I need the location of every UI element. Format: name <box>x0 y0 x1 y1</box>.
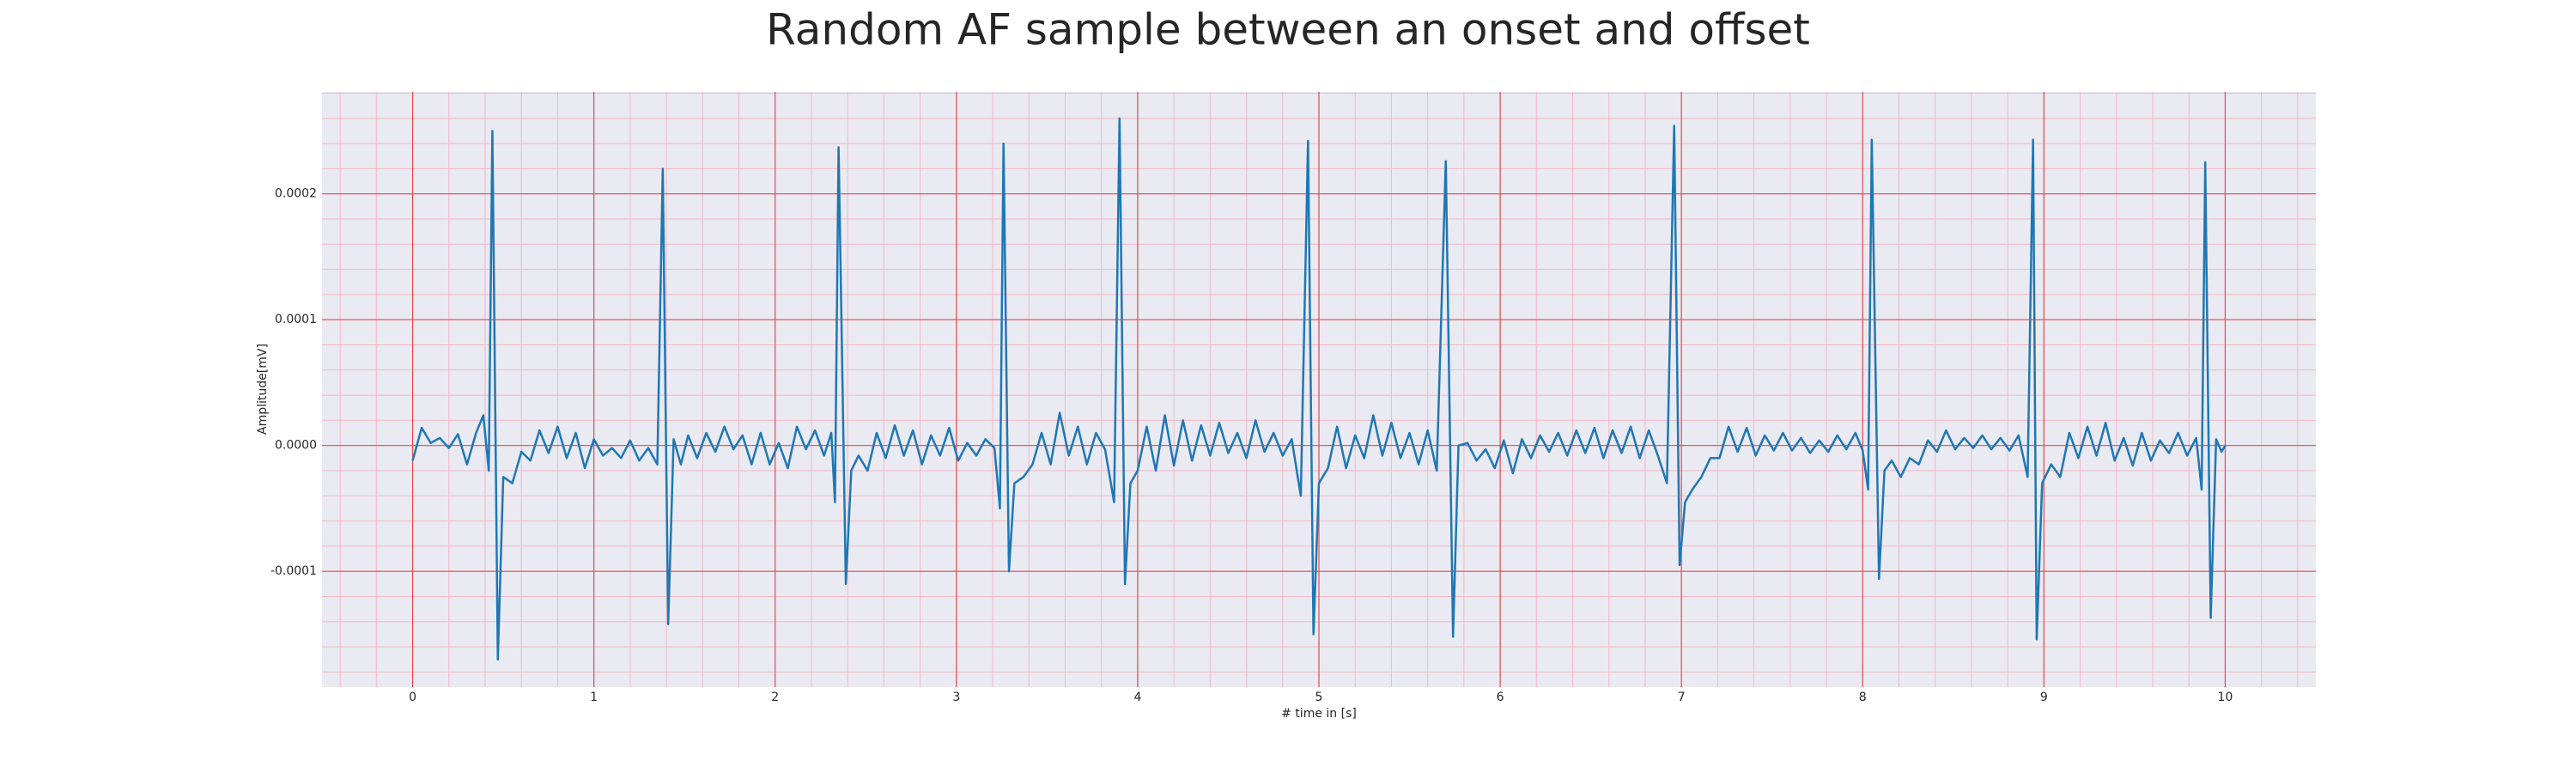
x-tick-label: 5 <box>1315 691 1323 704</box>
x-tick-label: 7 <box>1678 691 1686 704</box>
x-tick-label: 4 <box>1133 691 1141 704</box>
y-tick-label: -0.0001 <box>270 564 317 578</box>
y-tick-label: 0.0002 <box>275 187 317 201</box>
y-tick-label: 0.0001 <box>275 313 317 326</box>
chart-title: Random AF sample between an onset and of… <box>766 5 1810 55</box>
x-tick-label: 2 <box>771 691 779 704</box>
y-axis-label: Amplitude[mV] <box>256 344 270 435</box>
x-tick-label: 3 <box>952 691 960 704</box>
x-tick-label: 0 <box>409 691 416 704</box>
x-tick-label: 1 <box>590 691 598 704</box>
x-axis-label: # time in [s] <box>1281 707 1357 721</box>
x-tick-label: 8 <box>1859 691 1867 704</box>
x-tick-label: 9 <box>2040 691 2048 704</box>
x-tick-label: 10 <box>2218 691 2233 704</box>
signal-line <box>411 117 2227 661</box>
y-tick-label: 0.0000 <box>275 439 317 453</box>
x-tick-label: 6 <box>1497 691 1504 704</box>
